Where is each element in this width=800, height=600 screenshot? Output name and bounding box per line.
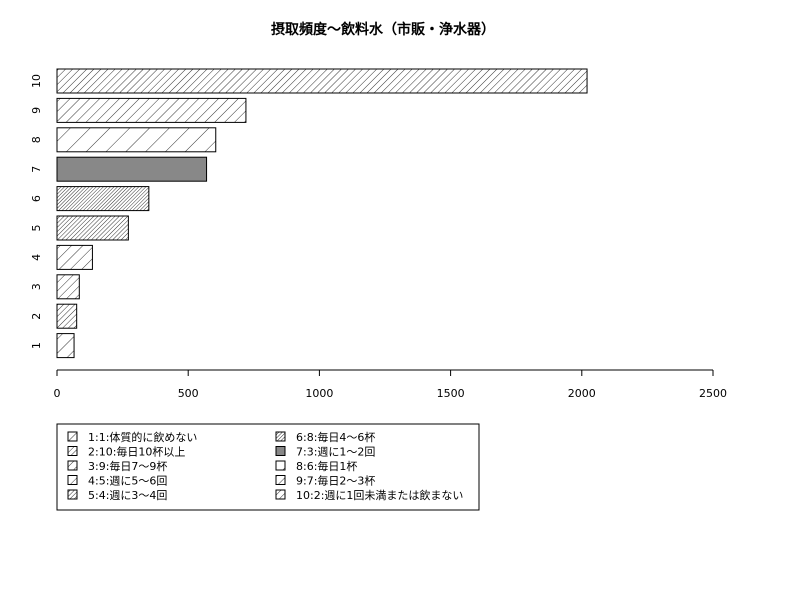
bar-10	[56, 68, 588, 94]
legend-label-5: 5:4:週に3～4回	[88, 489, 167, 502]
x-tick-label: 500	[178, 387, 199, 400]
y-tick-label-7: 7	[30, 166, 43, 173]
legend-label-10: 10:2:週に1回未満または飲まない	[296, 488, 463, 502]
bar-7	[56, 156, 208, 182]
bar-1	[56, 333, 75, 359]
bar-6	[56, 186, 150, 212]
legend-swatch-8	[275, 460, 286, 471]
legend-label-3: 3:9:毎日7～9杯	[88, 459, 167, 473]
legend-swatch-9	[275, 475, 286, 485]
y-axis-labels: 1 2 3 4 5 6 7 8 9 10	[30, 74, 43, 349]
bars-group	[56, 68, 588, 359]
legend-swatch-6	[275, 431, 286, 442]
legend-swatch-4	[67, 475, 78, 485]
y-tick-label-1: 1	[30, 342, 43, 349]
y-tick-label-5: 5	[30, 225, 43, 232]
legend-label-7: 7:3:週に1～2回	[296, 446, 375, 459]
legend-label-9: 9:7:毎日2～3杯	[296, 474, 375, 488]
y-tick-label-6: 6	[30, 195, 43, 202]
legend-swatch-7	[275, 446, 286, 456]
legend-swatch-3	[67, 460, 78, 471]
y-tick-label-8: 8	[30, 136, 43, 143]
legend-swatch-1	[67, 431, 78, 442]
legend-label-8: 8:6:毎日1杯	[296, 459, 357, 473]
y-tick-label-10: 10	[30, 74, 43, 88]
legend-label-1: 1:1:体質的に飲めない	[88, 430, 197, 444]
y-tick-label-3: 3	[30, 283, 43, 290]
y-tick-label-9: 9	[30, 107, 43, 114]
legend-swatch-5	[67, 489, 78, 500]
legend-swatch-2	[67, 446, 78, 456]
x-tick-label: 0	[54, 387, 61, 400]
bar-4	[56, 244, 93, 270]
bar-9	[56, 97, 247, 123]
x-tick-label: 2500	[699, 387, 727, 400]
legend-swatch-10	[275, 489, 286, 500]
y-tick-label-2: 2	[30, 313, 43, 320]
bar-2	[56, 303, 78, 329]
bar-8	[56, 127, 217, 153]
bar-5	[56, 215, 129, 241]
legend-label-2: 2:10:毎日10杯以上	[88, 445, 185, 459]
x-tick-label: 1000	[305, 387, 333, 400]
legend-box	[56, 423, 480, 511]
legend-label-6: 6:8:毎日4～6杯	[296, 430, 375, 444]
bar-3	[56, 274, 80, 300]
legend-label-4: 4:5:週に5～6回	[88, 475, 167, 488]
x-axis: 0 500 1000 1500 2000 2500	[54, 369, 727, 400]
x-tick-label: 2000	[568, 387, 596, 400]
x-tick-label: 1500	[437, 387, 465, 400]
chart-title: 摂取頻度～飲料水（市販・浄水器）	[271, 21, 495, 38]
y-tick-label-4: 4	[30, 254, 43, 261]
